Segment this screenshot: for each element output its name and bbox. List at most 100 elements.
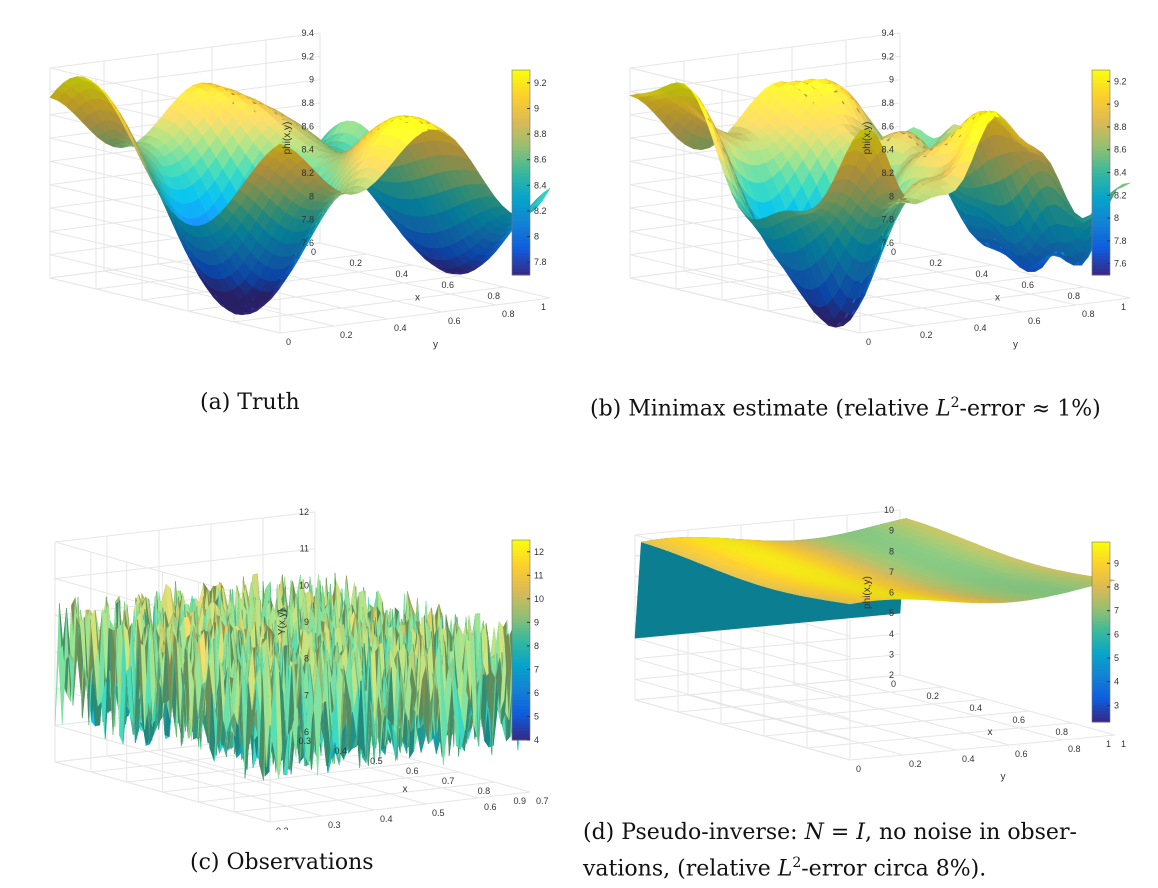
y-tick-label: 0	[866, 337, 871, 347]
z-tick-label: 6	[304, 727, 309, 737]
x-tick-label: 0.5	[370, 756, 383, 766]
x-tick-label: 1	[1106, 739, 1111, 749]
x-tick-label: 1	[541, 302, 546, 312]
caption-d-symbol: N = I	[804, 820, 865, 845]
y-tick-label: 0.6	[448, 316, 461, 326]
y-tick-label: 0.8	[502, 309, 515, 319]
y-tick-label: 0.2	[276, 826, 289, 830]
y-tick-label: 0.4	[974, 323, 987, 333]
surface-mesh	[54, 572, 531, 781]
caption-d-suffix: , no noise in obser-	[864, 820, 1077, 845]
chart-panel-d: 2 3 4 5 6 7 8 9 10 0 0.2 0.4 0.6 0.8 1 0 0.2 0.4 0.6 0.8 1 x y…	[580, 500, 1135, 810]
surface-mesh	[628, 78, 1131, 328]
z-tick-label: 9	[309, 75, 314, 85]
z-tick-label: 5	[889, 608, 894, 618]
z-tick-label: 10	[884, 505, 894, 515]
y-tick-label: 0.6	[1028, 316, 1041, 326]
surface-plot-truth: 7.6 7.8 8 8.2 8.4 8.6 8.8 9 9.2 9.4 0 0.2 0.4 0.6 0.8 1…	[49, 28, 551, 351]
colorbar: 3 4 5 6 7 8 9	[1091, 541, 1119, 723]
z-tick-label: 7.6	[301, 238, 314, 248]
y-tick-label: 0.4	[962, 754, 975, 764]
z-tick-label: 8.4	[301, 145, 314, 155]
chart-panel-b: 7.6 7.8 8 8.2 8.4 8.6 8.8 9 9.2 9.4 0 0.2 0.4 0.6 0.8 1…	[580, 28, 1135, 358]
z-tick-label: 7	[304, 690, 309, 700]
y-tick-label: 0.2	[340, 330, 353, 340]
y-tick-label: 1	[1121, 739, 1126, 749]
axis-ticks: 6 7 8 9 10 11 12 0.3 0.4 0.5 0.6 0.7 0.8 0.9 0.2 0.3 0.4…	[276, 507, 549, 830]
caption-b-suffix: -error ≈ 1%)	[959, 396, 1101, 422]
x-axis-label: x	[415, 293, 420, 304]
y-tick-label: 0.5	[432, 808, 445, 818]
caption-a: (a) Truth	[200, 388, 300, 418]
colorbar-tick-label: 12	[534, 547, 544, 557]
z-tick-label: 9.2	[881, 51, 894, 61]
colorbar-tick-label: 7	[534, 664, 539, 674]
caption-d-prefix2: vations, (relative	[583, 856, 778, 882]
colorbar-tick-label: 5	[1114, 653, 1119, 663]
x-tick-label: 0.7	[442, 776, 455, 786]
x-tick-label: 0.2	[926, 691, 939, 701]
x-tick-label: 0.3	[298, 736, 311, 746]
colorbar-tick-label: 9	[534, 103, 539, 113]
caption-b-symbol: L	[936, 396, 951, 422]
colorbar-tick-label: 9.2	[534, 78, 547, 88]
y-tick-label: 0.2	[909, 759, 922, 769]
colorbar-tick-label: 8	[1114, 582, 1119, 592]
colorbar: 4 5 6 7 8 9 10 11 12	[511, 539, 544, 745]
caption-d-prefix: (d) Pseudo-inverse:	[583, 820, 805, 845]
x-tick-label: 0.9	[513, 796, 526, 806]
chart-panel-c: 6 7 8 9 10 11 12 0.3 0.4 0.5 0.6 0.7 0.8 0.9 0.2 0.3 0.4…	[0, 500, 555, 830]
x-tick-label: 1	[1121, 302, 1126, 312]
colorbar-tick-label: 8.2	[1114, 190, 1127, 200]
caption-c-text: (c) Observations	[190, 850, 374, 875]
z-tick-label: 8.8	[301, 98, 314, 108]
z-tick-label: 9	[889, 75, 894, 85]
caption-a-text: (a) Truth	[200, 390, 300, 415]
x-tick-label: 0.4	[395, 269, 408, 279]
z-tick-label: 8.4	[881, 145, 894, 155]
surface-mesh	[49, 76, 551, 315]
x-tick-label: 0.4	[969, 703, 982, 713]
surface-plot-observations: 6 7 8 9 10 11 12 0.3 0.4 0.5 0.6 0.7 0.8 0.9 0.2 0.3 0.4…	[54, 507, 549, 830]
y-tick-label: 0	[856, 764, 861, 774]
z-tick-label: 4	[889, 629, 894, 639]
x-axis-label: x	[403, 784, 408, 795]
caption-d-line2: vations, (relative L2-error circa 8%).	[583, 848, 1077, 884]
caption-b: (b) Minimax estimate (relative L2-error …	[590, 388, 1101, 424]
x-tick-label: 0.6	[1012, 715, 1025, 725]
x-tick-label: 0	[311, 247, 316, 257]
colorbar-tick-label: 6	[1114, 629, 1119, 639]
z-tick-label: 8.8	[881, 98, 894, 108]
colorbar-tick-label: 3	[1114, 700, 1119, 710]
x-tick-label: 0.6	[406, 766, 419, 776]
x-tick-label: 0.6	[1021, 280, 1034, 290]
colorbar-tick-label: 8.6	[534, 155, 547, 165]
colorbar-tick-label: 8	[534, 232, 539, 242]
x-tick-label: 0.4	[334, 746, 347, 756]
colorbar-tick-label: 7.8	[1114, 236, 1127, 246]
axis-ticks: 7.6 7.8 8 8.2 8.4 8.6 8.8 9 9.2 9.4 0 0.2 0.4 0.6 0.8 1…	[862, 28, 1126, 351]
colorbar-tick-label: 9	[1114, 99, 1119, 109]
colorbar-tick-label: 6	[534, 688, 539, 698]
z-tick-label: 9	[889, 526, 894, 536]
z-tick-label: 7.8	[881, 215, 894, 225]
colorbar-tick-label: 5	[534, 711, 539, 721]
y-tick-label: 0	[286, 337, 291, 347]
x-axis-label: x	[995, 293, 1000, 304]
y-axis-label: y	[1001, 772, 1006, 783]
colorbar-tick-label: 4	[1114, 677, 1119, 687]
z-tick-label: 6	[889, 588, 894, 598]
y-axis-label: y	[433, 340, 438, 351]
caption-d-symbol2: L	[777, 856, 793, 882]
caption-b-sup: 2	[950, 395, 960, 411]
z-tick-label: 9	[304, 617, 309, 627]
z-axis-label: Y(x,y)	[277, 609, 288, 635]
caption-d-suffix2: -error circa 8%).	[801, 856, 987, 882]
x-tick-label: 0.4	[975, 269, 988, 279]
z-tick-label: 12	[299, 507, 309, 517]
colorbar-tick-label: 4	[534, 735, 539, 745]
colorbar-tick-label: 8.4	[1114, 168, 1127, 178]
caption-c: (c) Observations	[190, 848, 374, 878]
